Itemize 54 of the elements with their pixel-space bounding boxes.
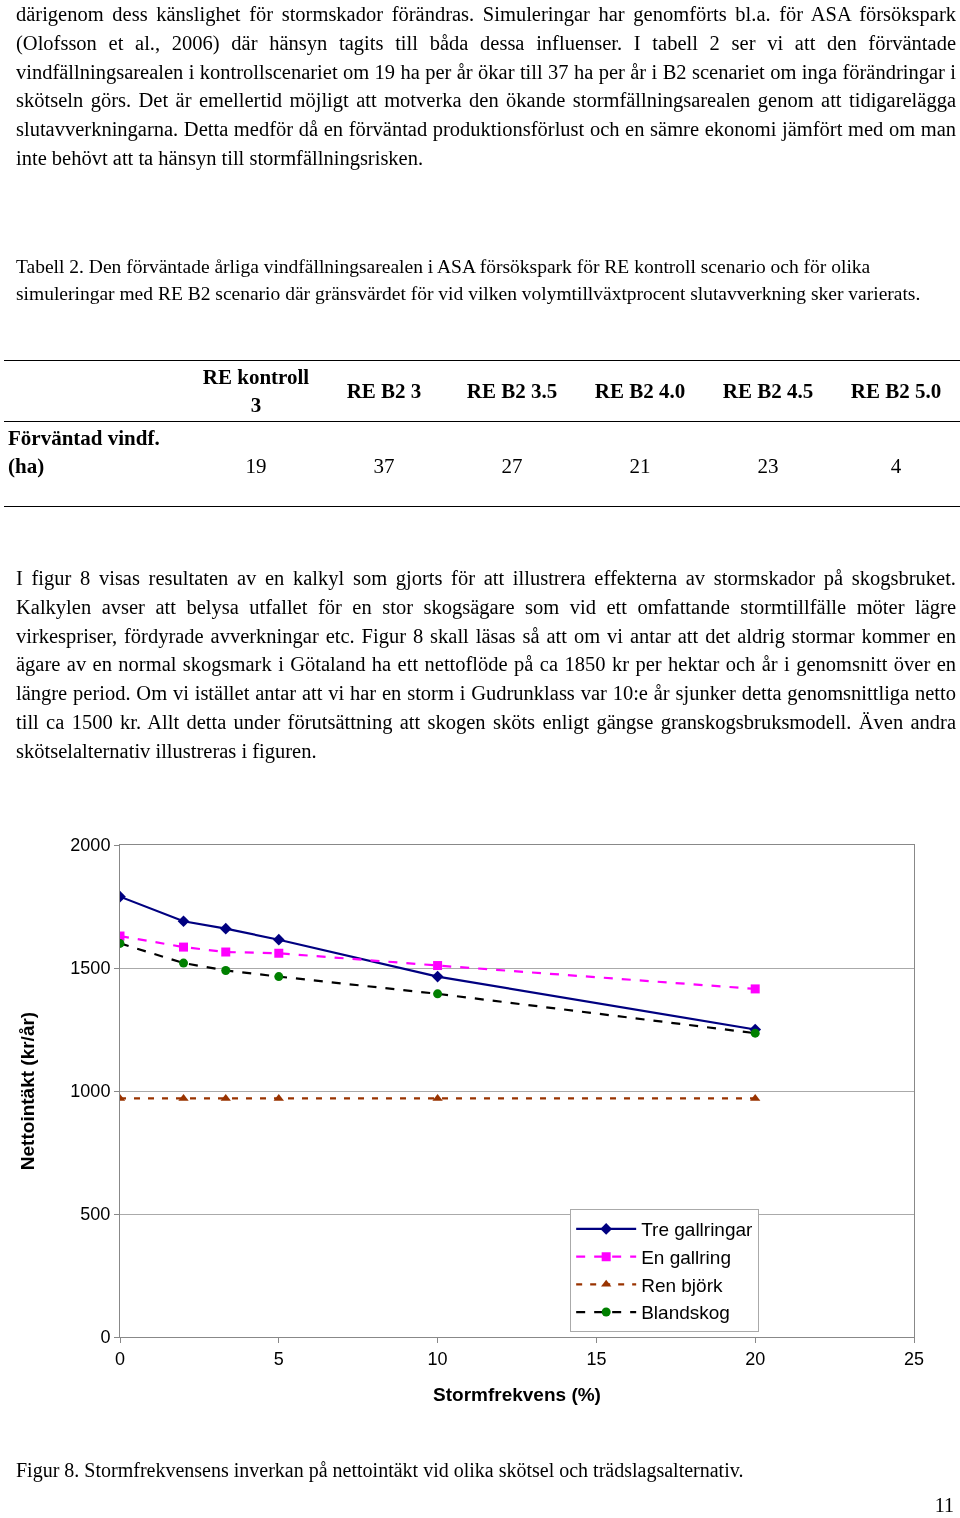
legend-label: En gallring	[641, 1247, 731, 1269]
category-label: RE B2 3.5	[465, 378, 559, 405]
text: Tabell 2. Den förväntade årliga vindfällningsarealen i ASA försökspark för RE kontroll scenario och för olika simuleringar med RE B2 scenario där gränsvärdet för vid vilken volymtillväxtprocent slutavverkning sker varierats.	[16, 255, 922, 306]
x-tick-label: 0	[114, 1348, 126, 1369]
text: därigenom dess känslighet för stormskador förändras. Simuleringar har genomförts bl.a. för ASA försökspark (Olofsson et al., 2006) där hänsyn tagits till båda dessa influenser. I tabell 2 ser vi att den förväntade vindfällningsarealen i kontrollscenariet om 19 ha per år ökar till 37 ha per år i B2 scenariet om inga förändringar i skötseln görs. Det är emellertid möjligt att motverka den ökande stormfällningsarealen genom att tidigarelägga slutavverkningarna. Detta medför då en förväntad produktionsförlust och en sämre ekonomi jämfört med om man inte behövt att ta hänsyn till stormfällningsrisken.	[16, 2, 956, 172]
y-tick-label: 500	[80, 1204, 111, 1225]
data-label: 4	[889, 453, 903, 480]
y-tick-label: 2000	[70, 835, 111, 856]
x-tick-label: 20	[745, 1348, 766, 1369]
x-axis-title: Stormfrekvens (%)	[433, 1384, 601, 1406]
text: I figur 8 visas resultaten av en kalkyl som gjorts för att illustrera effekterna av stormskador på skogsbruket. Kalkylen avser att belysa utfallet för en stor skogsägare som vid ett omfattande stormtillfälle möter lägre virkespriser, fördyrade avverkningar etc. Figur 8 skall läsas så att om vi antar att det aldrig stormar kommer en ägare av en normal skogsmark i Götaland ha ett nettoflöde på ca 1850 kr per hektar och år i genomsnitt över en längre period. Om vi istället antar att vi har en storm i Gudrunklass var 10:e år sjunker detta genomsnittliga netto till ca 1500 kr. Allt detta under förutsättning att skogen sköts enligt gängse granskogsbruksmodell. Även andra skötselalternativ illustreras i figuren.	[16, 566, 956, 765]
point	[220, 1093, 231, 1101]
category-label: RE B2 4.5	[721, 378, 815, 405]
point	[431, 970, 444, 983]
x-tick-label: 10	[427, 1348, 448, 1369]
point	[433, 961, 443, 971]
x-tick-label: 5	[273, 1348, 284, 1369]
y-tick-label: 1500	[70, 958, 111, 979]
point	[177, 915, 190, 928]
category-label: RE kontroll 3	[201, 364, 311, 419]
legend-label: Ren björk	[641, 1274, 723, 1296]
data-label: 21	[628, 453, 652, 480]
y-tick-label: 1000	[70, 1081, 111, 1102]
point	[221, 965, 231, 975]
legend-label: Blandskog	[641, 1302, 730, 1324]
text: Förväntad vindf. (ha)	[7, 425, 161, 480]
point	[750, 984, 760, 994]
legend-label: Tre gallringar	[641, 1219, 754, 1241]
point	[750, 1093, 761, 1101]
point	[432, 1093, 443, 1101]
point	[272, 933, 285, 946]
point	[274, 972, 284, 982]
point	[179, 958, 189, 968]
data-label: 37	[372, 453, 396, 480]
category-label: RE B2 4.0	[593, 378, 687, 405]
data-label: 23	[756, 453, 780, 480]
x-tick-label: 15	[586, 1348, 607, 1369]
data-label: 27	[500, 453, 524, 480]
point	[178, 1093, 189, 1101]
point	[433, 989, 443, 999]
point	[274, 948, 284, 958]
point	[221, 947, 231, 957]
category-label: RE B2 3	[345, 378, 423, 405]
x-tick-label: 25	[903, 1348, 925, 1369]
text: 11	[934, 1494, 954, 1517]
point	[179, 942, 189, 952]
point	[273, 1093, 284, 1101]
data-label: 19	[244, 453, 268, 480]
category-label: RE B2 5.0	[849, 378, 943, 405]
text: Figur 8. Stormfrekvensens inverkan på nettointäkt vid olika skötsel och trädslagsalternativ.	[16, 1458, 745, 1484]
y-tick-label: 0	[100, 1327, 111, 1348]
point	[219, 922, 232, 935]
y-axis-title: Nettointäkt (kr/år)	[17, 1011, 39, 1171]
point	[750, 1028, 760, 1038]
